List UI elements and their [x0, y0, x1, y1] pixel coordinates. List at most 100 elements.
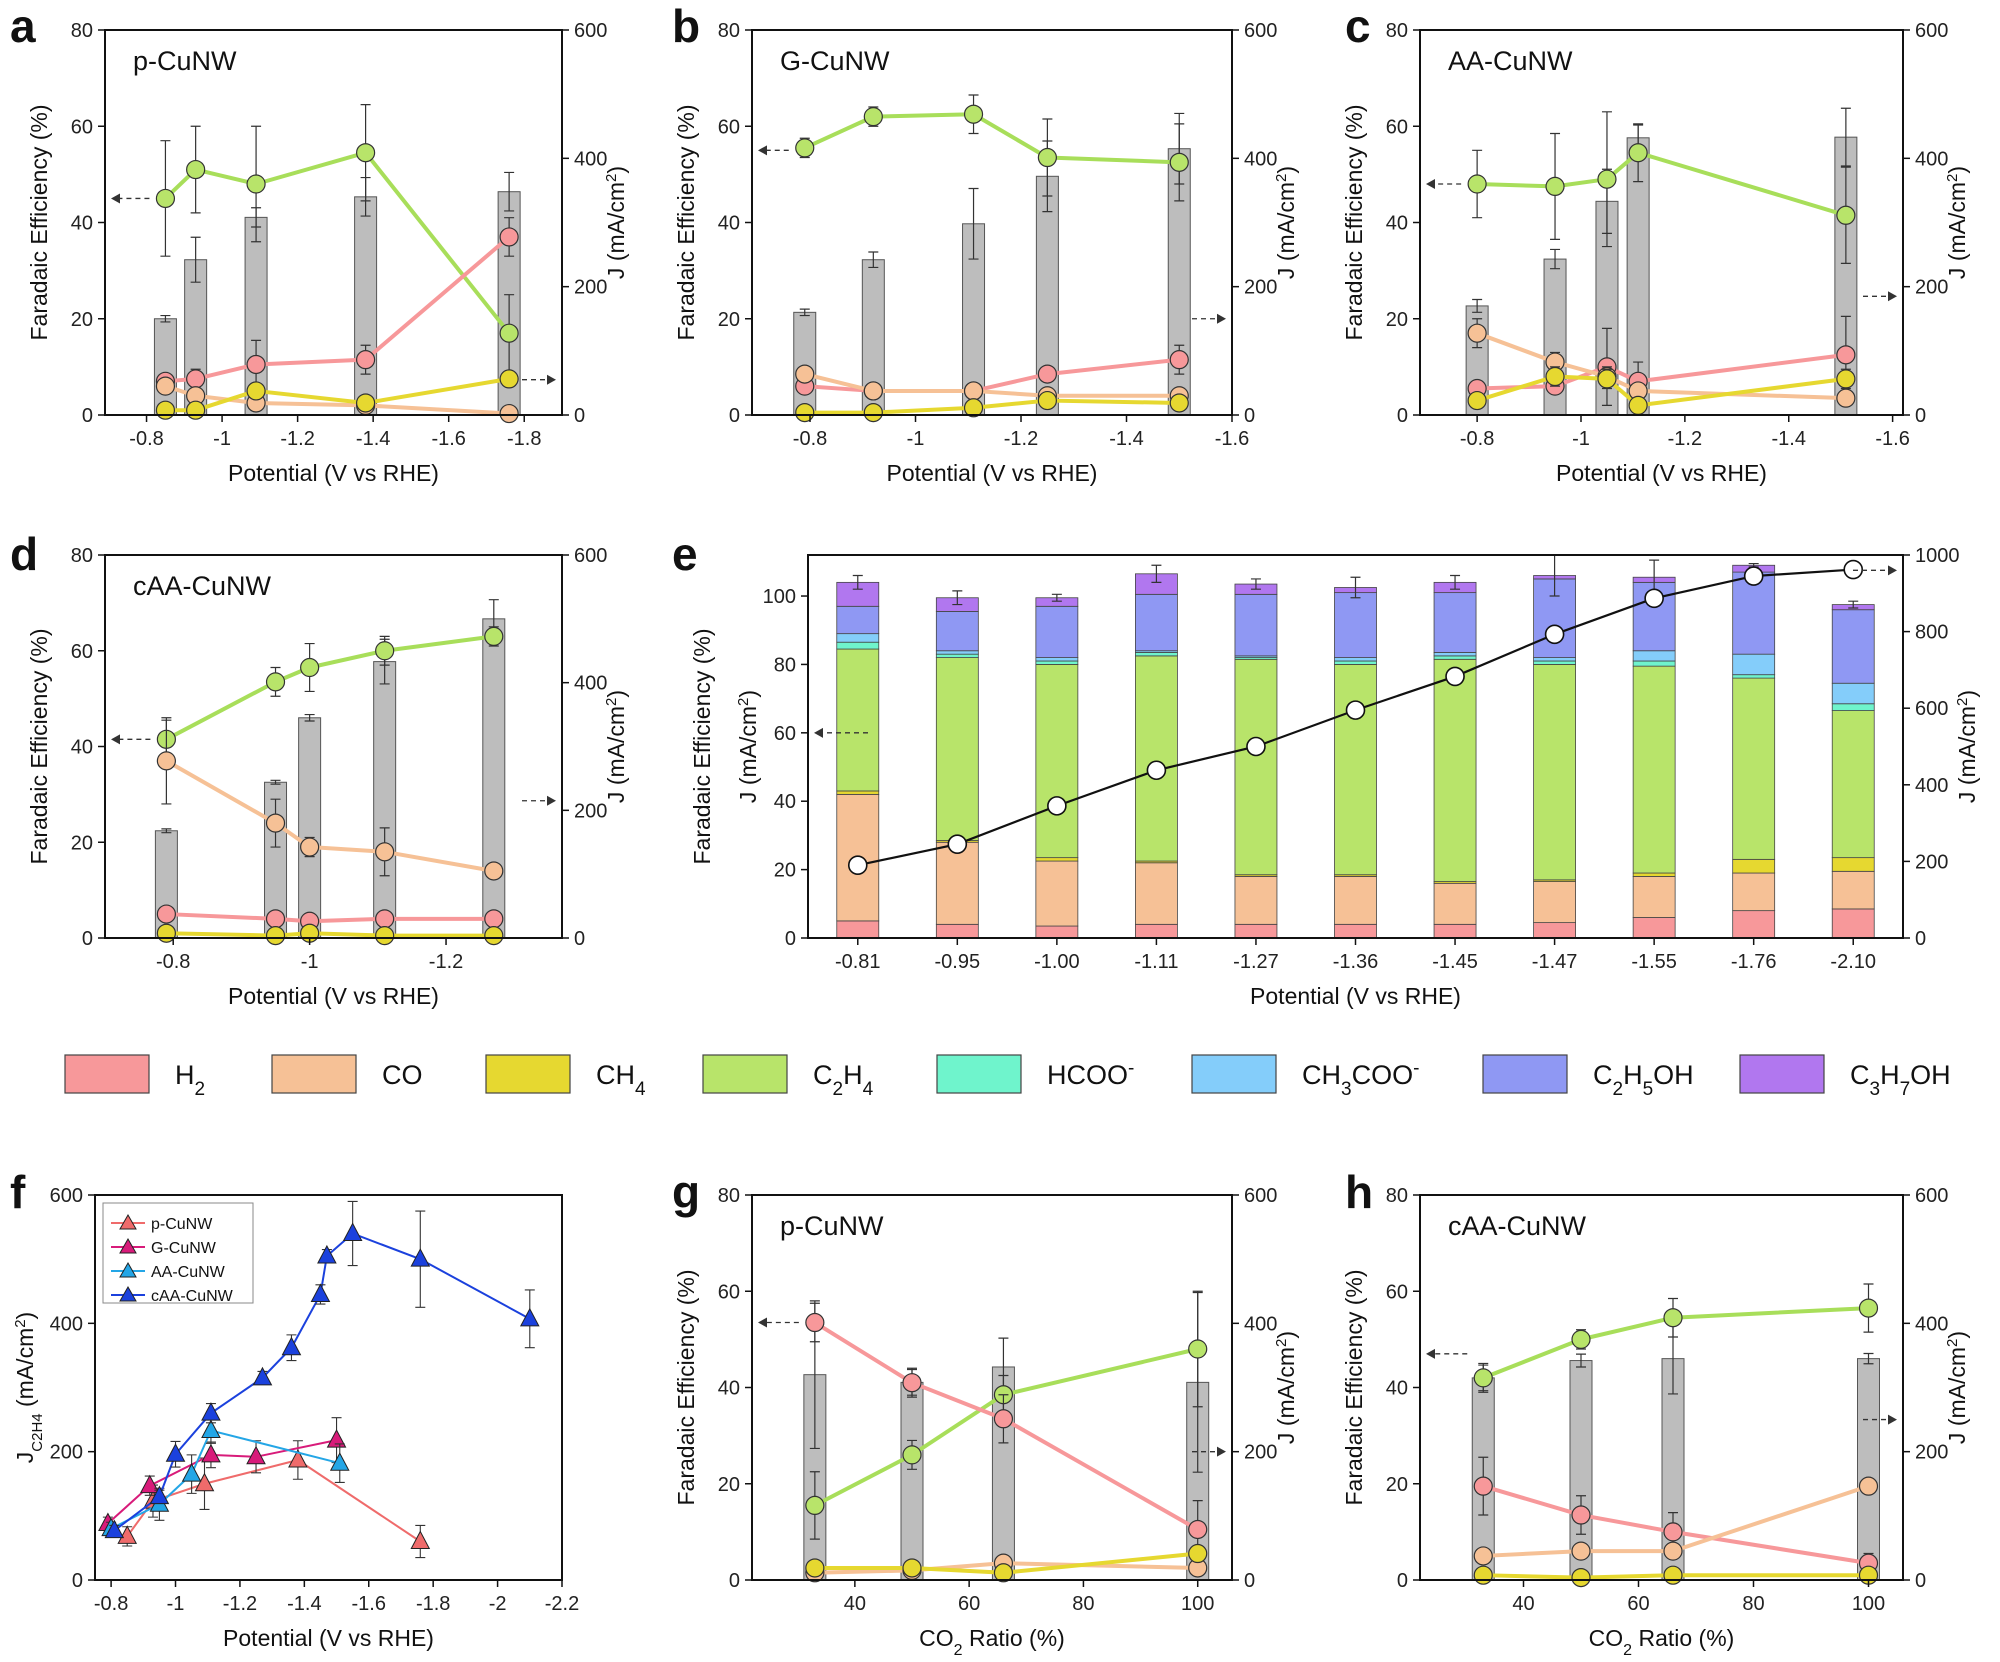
stack-seg-H2 — [1334, 923, 1377, 939]
point-H2 — [1836, 345, 1856, 365]
y2-tick-label: 0 — [1915, 405, 1926, 427]
label-sub: C2H4 — [29, 1413, 46, 1451]
point-CO — [1571, 1541, 1591, 1561]
point-CH4 — [993, 1563, 1014, 1583]
stack-seg-C2H5OH — [1234, 593, 1278, 657]
stack-seg-CH3COO — [1035, 657, 1079, 662]
y2-tick-label: 0 — [1244, 1570, 1255, 1592]
panel-label: h — [1345, 1166, 1373, 1218]
stack-seg-HCOO — [1334, 660, 1377, 665]
legend-swatch-CH3COO — [1191, 1054, 1277, 1094]
panel-b: b-0.8 -1 -1.2 -1.4 -1.60204060800200400600Po… — [672, 0, 1299, 486]
y2-axis-label: J (mA/cm2) — [1944, 1331, 1971, 1444]
f-point-AACuNW — [181, 1463, 202, 1482]
point-CH4 — [902, 1558, 922, 1578]
y2-label-part: ) — [1273, 166, 1299, 174]
series-line-C2H4 — [1477, 150, 1847, 218]
series-line-H2 — [813, 1320, 1199, 1532]
y2-label-sup: 2 — [1273, 174, 1290, 182]
point-C2H4 — [1473, 1368, 1493, 1388]
f-line-AACuNW — [110, 1429, 341, 1530]
point-CO — [499, 403, 519, 424]
series-line-CO — [814, 1561, 1198, 1575]
x-tick-label: -2 — [489, 1593, 507, 1615]
point-CH4 — [484, 926, 504, 946]
f-point-cAACuNW — [519, 1307, 540, 1327]
point-C2H4 — [902, 1445, 922, 1465]
stack-seg-CO — [935, 841, 979, 925]
j-point — [1644, 588, 1664, 609]
j-axis-label-left: J (mA/cm2) — [735, 690, 762, 803]
x-tick-label: -0.95 — [935, 951, 981, 973]
point-H2 — [993, 1409, 1014, 1429]
point-H2 — [902, 1373, 922, 1393]
x-tick-label: -1.36 — [1333, 951, 1379, 973]
y2-label-part: J (mA/cm — [1944, 1347, 1970, 1444]
y2-axis-label: J (mA/cm2) — [1954, 690, 1981, 803]
y-tick-label: 80 — [718, 20, 740, 42]
panel-title: AA-CuNW — [1448, 46, 1573, 76]
y-tick-label: 0 — [729, 405, 740, 427]
j-bar — [482, 618, 506, 939]
y-axis-label: Faradaic Efficiency (%) — [689, 628, 715, 864]
point-C2H4 — [1545, 176, 1565, 197]
stack-seg-C2H5OH — [1135, 593, 1178, 652]
f-point-cAACuNW — [310, 1283, 331, 1302]
j-bar — [793, 311, 817, 416]
y2-label-part: J (mA/cm — [1273, 182, 1299, 279]
j-bar-error — [799, 308, 810, 317]
x-tick-label: 80 — [1742, 1593, 1764, 1615]
panel-c: c -0.8 -1 -1.2 -1.4 -1.6 0 20 40 60 80 0 200 400 600 Po… — [1341, 0, 1970, 486]
stack-seg-C2H5OH — [935, 611, 979, 652]
stack-error — [1151, 564, 1162, 583]
point-CH4 — [795, 402, 815, 423]
legend-text: H — [843, 1060, 863, 1090]
point-H2 — [265, 909, 286, 929]
point-CH4 — [1169, 393, 1189, 413]
x-tick-label: 40 — [1512, 1593, 1534, 1615]
point-CO — [1473, 1546, 1493, 1566]
x-axis-label: Potential (V vs RHE) — [1250, 983, 1461, 1009]
point-CH4 — [1467, 390, 1487, 411]
point-H2 — [375, 909, 395, 929]
right-axis-arrowhead — [1217, 313, 1226, 324]
f-line-GCuNW — [107, 1439, 337, 1525]
f-legend-label: G-CuNW — [151, 1240, 217, 1257]
y2-label-part: J (mA/cm — [603, 706, 629, 803]
x-tick-label: -1 — [213, 428, 231, 450]
legend-sub: 2 — [195, 1079, 206, 1100]
f-point-cAACuNW — [201, 1402, 221, 1421]
y2-tick-label: 0 — [1915, 1570, 1926, 1592]
f-legend-marker — [119, 1285, 137, 1302]
panel-label: e — [672, 528, 698, 580]
x-tick-label: -1 — [907, 428, 925, 450]
stack-seg-CH4 — [1732, 858, 1776, 874]
legend-sub: 2 — [1613, 1079, 1624, 1100]
point-C2H4 — [246, 174, 266, 194]
j-bar-error — [1550, 248, 1561, 270]
point-H2 — [1473, 1476, 1493, 1496]
stack-seg-C2H4 — [1035, 664, 1079, 859]
x-tick-label: -1.2 — [1668, 428, 1702, 450]
y2-label-part: J (mA/cm — [1273, 1347, 1299, 1444]
legend-swatch-H2 — [64, 1054, 150, 1094]
x-tick-label: -1.55 — [1631, 951, 1677, 973]
stack-seg-CO — [1632, 876, 1676, 918]
j-bar-error — [304, 713, 315, 722]
x-axis-label: Potential (V vs RHE) — [228, 460, 439, 486]
left-axis-arrowhead — [1426, 179, 1435, 189]
point-CH4 — [246, 381, 266, 401]
y2-tick-label: 0 — [574, 928, 585, 950]
x-tick-label: -1.6 — [1875, 428, 1909, 450]
x-axis-label: Potential (V vs RHE) — [223, 1625, 434, 1651]
f-point-AACuNW — [329, 1452, 350, 1471]
j-bar-error — [1576, 1353, 1586, 1368]
y2-tick-label: 0 — [1244, 405, 1255, 427]
left-axis-arrowhead — [758, 1317, 767, 1328]
f-point-AACuNW — [201, 1419, 221, 1438]
point-CH4 — [1037, 390, 1057, 411]
y-tick-label: 0 — [72, 1570, 83, 1592]
f-point-pCuNW — [194, 1472, 215, 1492]
